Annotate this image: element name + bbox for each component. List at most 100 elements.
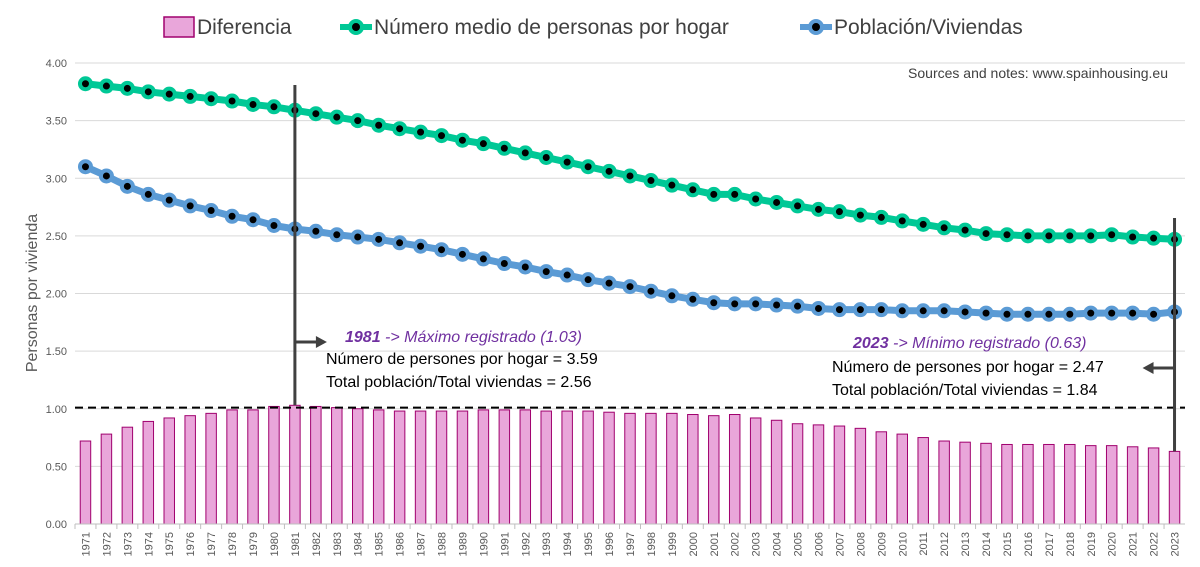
point-poblacion-viviendas bbox=[454, 246, 470, 262]
point-numero-medio-de-personas-por-hogar bbox=[517, 145, 533, 161]
point-numero-medio-de-personas-por-hogar bbox=[706, 186, 722, 202]
point-numero-medio-de-personas-por-hogar bbox=[1104, 227, 1120, 243]
point-numero-medio-de-personas-por-hogar bbox=[413, 124, 429, 140]
bar-diferencia bbox=[791, 423, 804, 525]
point-numero-medio-de-personas-por-hogar bbox=[559, 154, 575, 170]
x-tick-label: 1991 bbox=[499, 532, 511, 556]
point-poblacion-viviendas bbox=[957, 304, 973, 320]
point-numero-medio-de-personas-por-hogar bbox=[140, 84, 156, 100]
x-tick-label: 1973 bbox=[122, 532, 134, 556]
x-tick-label: 1999 bbox=[667, 532, 679, 556]
point-poblacion-viviendas bbox=[350, 229, 366, 245]
legend-swatch-diferencia bbox=[163, 16, 195, 38]
x-tick-label: 2022 bbox=[1149, 532, 1161, 556]
point-poblacion-viviendas bbox=[1062, 306, 1078, 322]
point-numero-medio-de-personas-por-hogar bbox=[538, 150, 554, 166]
point-poblacion-viviendas bbox=[727, 296, 743, 312]
point-numero-medio-de-personas-por-hogar bbox=[1125, 229, 1141, 245]
x-tick-label: 1975 bbox=[164, 532, 176, 556]
x-tick-label: 1979 bbox=[248, 532, 260, 556]
point-numero-medio-de-personas-por-hogar bbox=[245, 96, 261, 112]
bar-diferencia bbox=[645, 412, 657, 525]
point-poblacion-viviendas bbox=[475, 251, 491, 267]
bar-diferencia bbox=[456, 410, 469, 525]
legend-marker-poblacion bbox=[808, 19, 824, 35]
bar-diferencia bbox=[310, 405, 322, 525]
legend-label-hogar: Número medio de personas por hogar bbox=[374, 16, 729, 39]
point-numero-medio-de-personas-por-hogar bbox=[1041, 228, 1057, 244]
x-tick-label: 1997 bbox=[625, 532, 637, 556]
x-tick-label: 1972 bbox=[101, 532, 113, 556]
x-tick-label: 2006 bbox=[813, 532, 825, 556]
legend: Diferencia Número medio de personas por … bbox=[163, 16, 1023, 39]
point-poblacion-viviendas bbox=[936, 303, 952, 319]
annotation-2023-title: 2023 -> Mínimo registrado (0.63) bbox=[852, 335, 1086, 352]
bar-diferencia bbox=[603, 411, 615, 525]
point-poblacion-viviendas bbox=[894, 303, 910, 319]
bar-diferencia bbox=[372, 409, 385, 525]
annotation-1981-line1: Número de persones por hogar = 3.59 bbox=[326, 351, 598, 368]
point-numero-medio-de-personas-por-hogar bbox=[664, 177, 680, 193]
annotation-2023-title-rest: -> Mínimo registrado (0.63) bbox=[889, 335, 1087, 352]
point-numero-medio-de-personas-por-hogar bbox=[203, 91, 219, 107]
point-poblacion-viviendas bbox=[413, 238, 429, 254]
y-tick-label: 3.50 bbox=[46, 116, 67, 128]
bar-diferencia bbox=[79, 440, 92, 525]
annotation-2023-year: 2023 bbox=[852, 335, 889, 352]
point-poblacion-viviendas bbox=[140, 186, 156, 202]
point-numero-medio-de-personas-por-hogar bbox=[831, 204, 847, 220]
point-numero-medio-de-personas-por-hogar bbox=[77, 76, 93, 92]
x-tick-label: 2005 bbox=[793, 532, 805, 556]
bar-diferencia bbox=[1105, 445, 1118, 525]
point-numero-medio-de-personas-por-hogar bbox=[1146, 230, 1162, 246]
bar-diferencia bbox=[205, 412, 217, 525]
annotation-1981-arrow-head bbox=[315, 336, 327, 348]
bar-diferencia bbox=[728, 414, 741, 525]
x-tick-label: 2003 bbox=[751, 532, 763, 556]
point-numero-medio-de-personas-por-hogar bbox=[1020, 228, 1036, 244]
point-numero-medio-de-personas-por-hogar bbox=[98, 78, 114, 94]
bar-diferencia bbox=[498, 409, 511, 525]
bar-diferencia bbox=[142, 420, 155, 525]
y-tick-label: 0.50 bbox=[46, 461, 67, 473]
point-poblacion-viviendas bbox=[978, 305, 994, 321]
lines-layer bbox=[77, 76, 1183, 322]
x-tick-label: 2007 bbox=[834, 532, 846, 556]
point-poblacion-viviendas bbox=[203, 203, 219, 219]
bars-layer bbox=[79, 404, 1181, 525]
x-tick-label: 2002 bbox=[730, 532, 742, 556]
bar-diferencia bbox=[414, 410, 427, 525]
point-poblacion-viviendas bbox=[161, 192, 177, 208]
x-tick-label: 1992 bbox=[520, 532, 532, 556]
x-tick-label: 2015 bbox=[1002, 532, 1014, 556]
point-poblacion-viviendas bbox=[831, 302, 847, 318]
x-tick-label: 2017 bbox=[1044, 532, 1056, 556]
point-poblacion-viviendas bbox=[371, 231, 387, 247]
bar-diferencia bbox=[435, 410, 448, 525]
point-numero-medio-de-personas-por-hogar bbox=[748, 191, 764, 207]
point-poblacion-viviendas bbox=[98, 168, 114, 184]
x-tick-label: 1988 bbox=[437, 532, 449, 556]
annotation-1981-line2: Total población/Total viviendas = 2.56 bbox=[326, 374, 592, 391]
bar-diferencia bbox=[666, 412, 678, 525]
x-tick-label: 2013 bbox=[960, 532, 972, 556]
x-tick-label: 1998 bbox=[646, 532, 658, 556]
point-poblacion-viviendas bbox=[1083, 305, 1099, 321]
y-tick-label: 1.50 bbox=[46, 346, 67, 358]
annotation-2023-arrow-head bbox=[1142, 362, 1154, 374]
bar-diferencia bbox=[1168, 450, 1181, 525]
x-tick-label: 2014 bbox=[981, 532, 993, 556]
point-numero-medio-de-personas-por-hogar bbox=[392, 121, 408, 137]
x-tick-label: 1978 bbox=[227, 532, 239, 556]
bar-diferencia bbox=[812, 424, 825, 525]
bar-diferencia bbox=[121, 426, 134, 525]
point-numero-medio-de-personas-por-hogar bbox=[454, 132, 470, 148]
point-numero-medio-de-personas-por-hogar bbox=[308, 106, 324, 122]
bar-diferencia bbox=[1064, 443, 1076, 525]
point-numero-medio-de-personas-por-hogar bbox=[266, 99, 282, 115]
point-numero-medio-de-personas-por-hogar bbox=[936, 220, 952, 236]
point-poblacion-viviendas bbox=[77, 159, 93, 175]
x-tick-label: 1987 bbox=[416, 532, 428, 556]
point-poblacion-viviendas bbox=[664, 288, 680, 304]
x-tick-label: 2000 bbox=[688, 532, 700, 556]
